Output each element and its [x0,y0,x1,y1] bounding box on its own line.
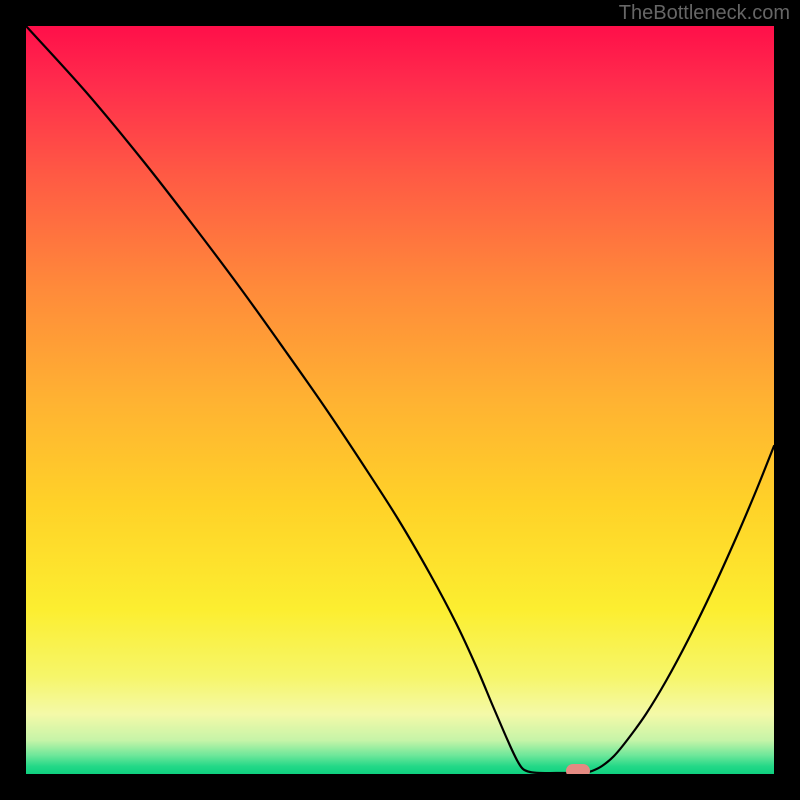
watermark-text: TheBottleneck.com [619,2,790,25]
loss-curve [26,26,774,774]
minimum-marker [566,764,590,774]
plot-area [26,26,774,774]
